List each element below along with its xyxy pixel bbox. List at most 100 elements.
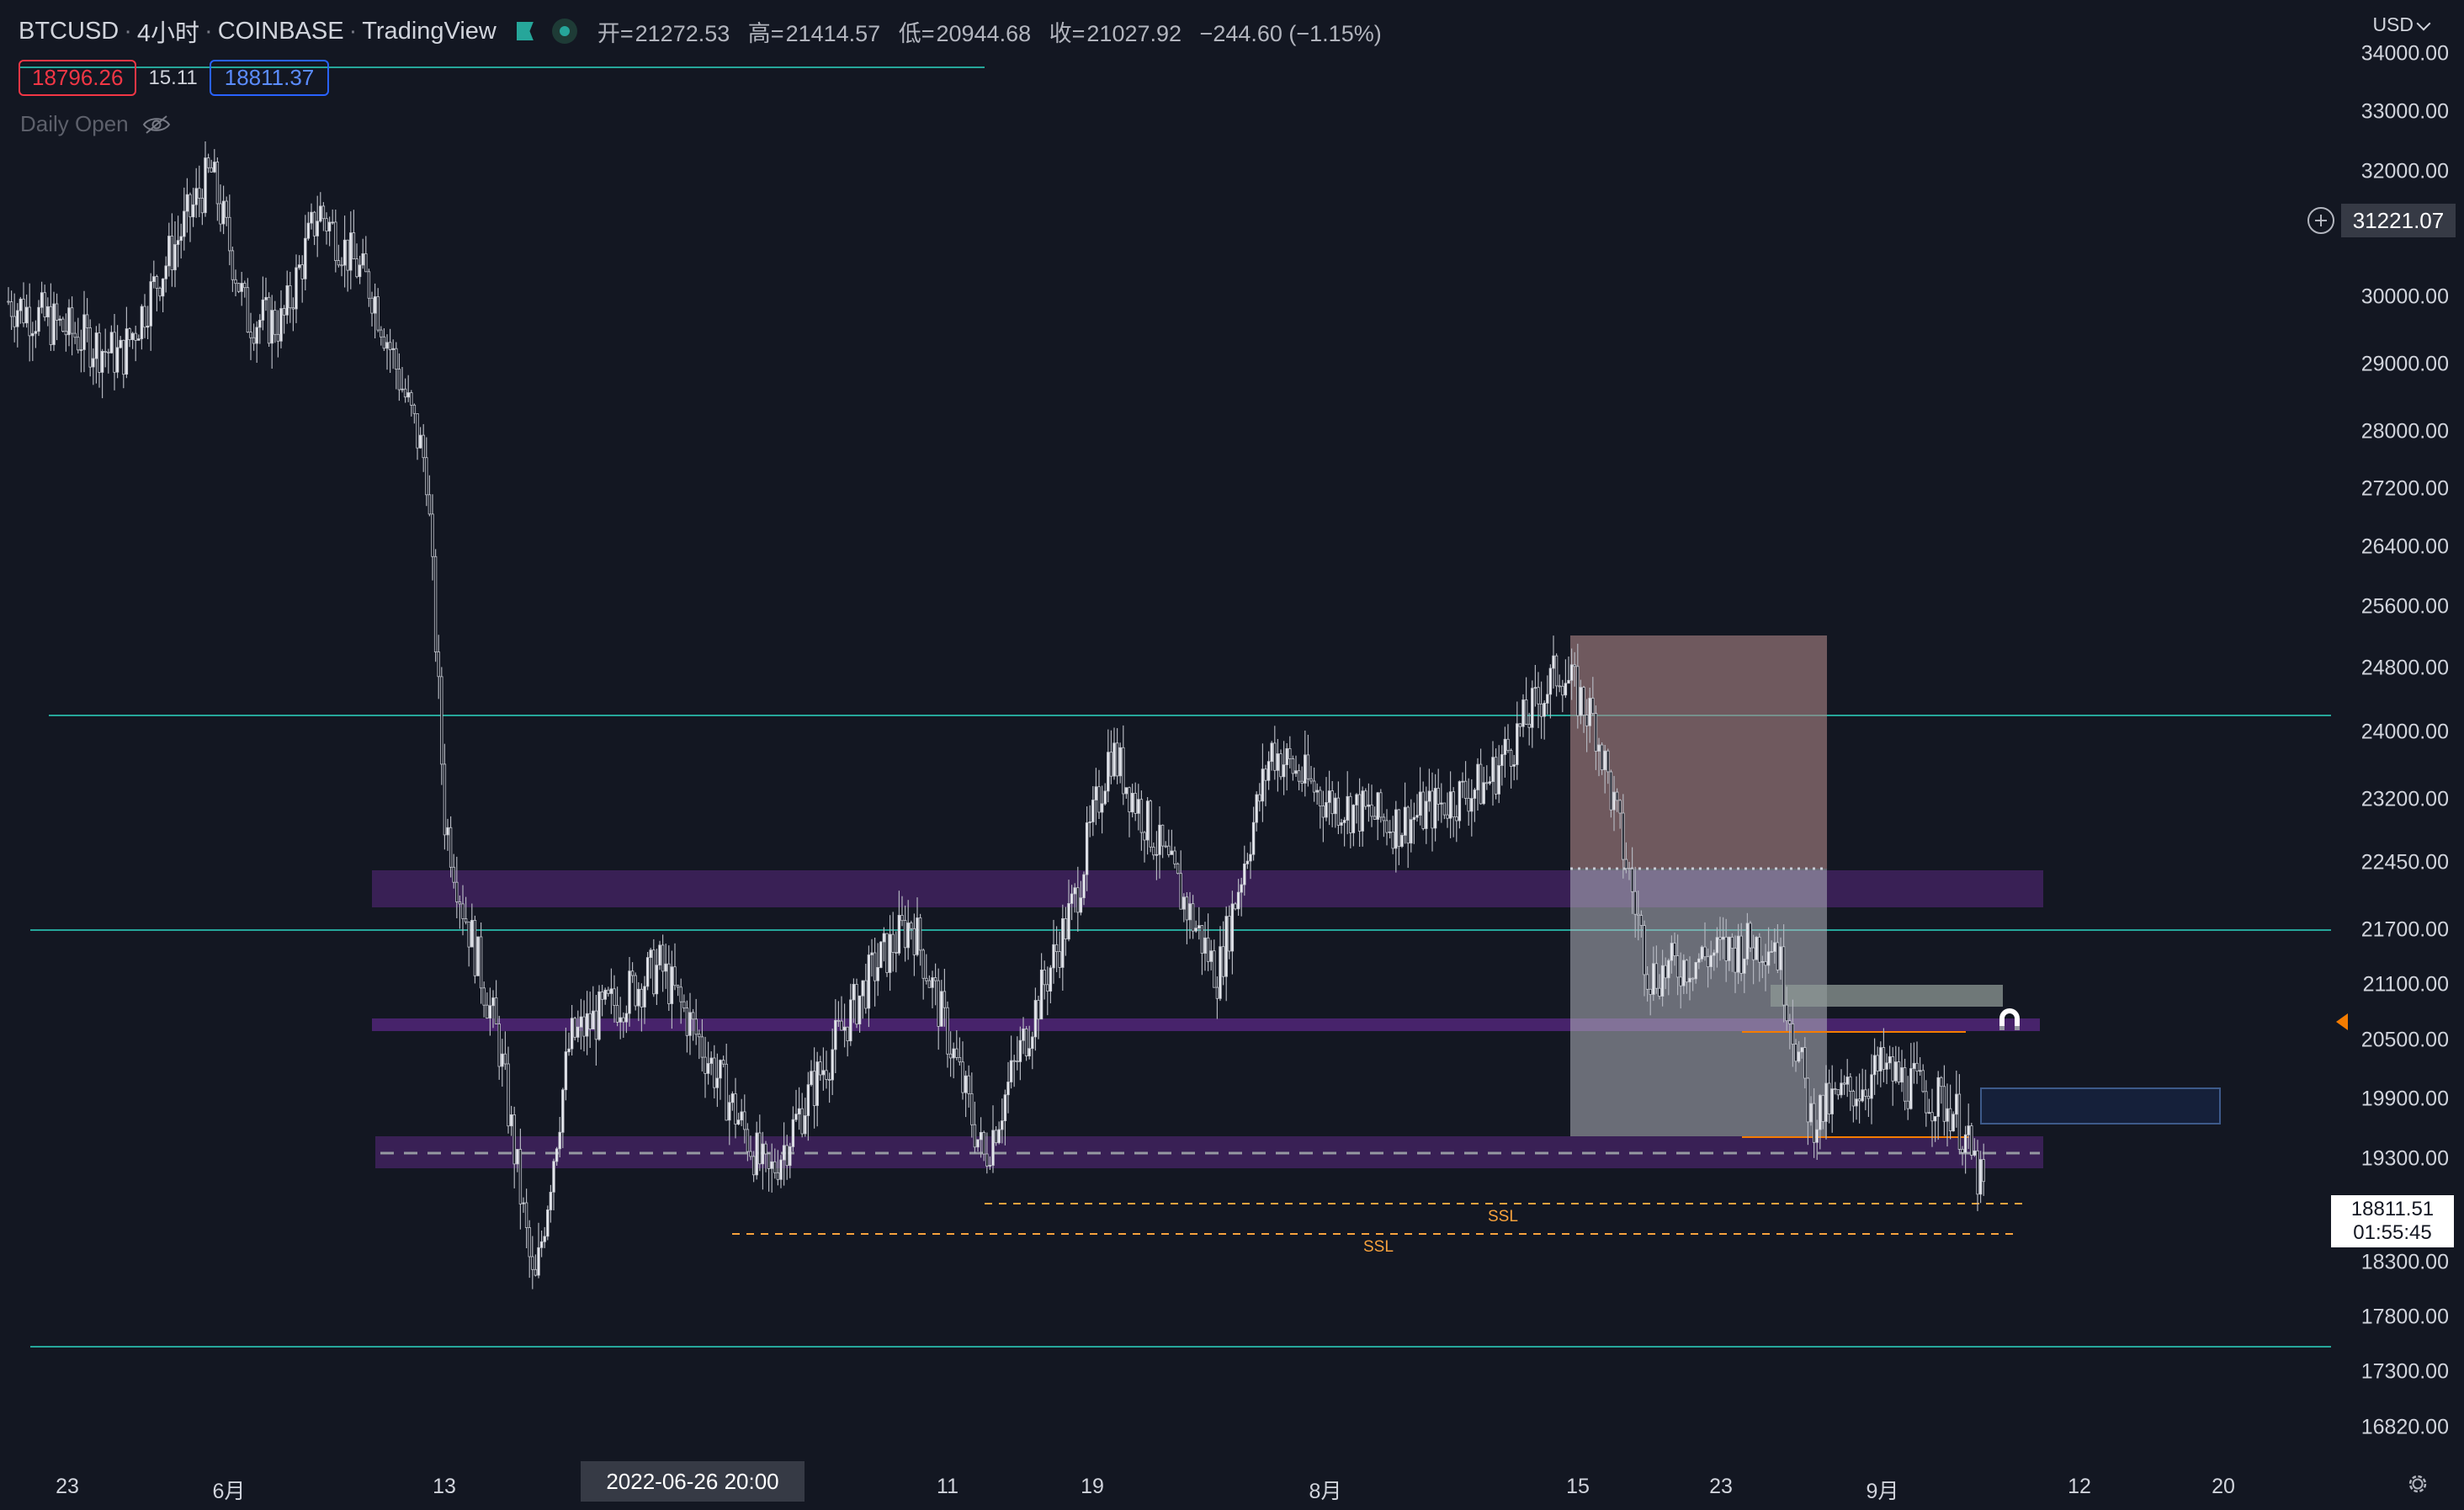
time-tick-label: 12 <box>2068 1475 2091 1498</box>
currency-selector[interactable]: USD <box>2372 13 2414 35</box>
sell-button[interactable]: 18796.26 <box>19 60 137 96</box>
candle-body <box>1673 943 1676 956</box>
price-axis[interactable]: USD 34000.00 33000.00 32000.00 30000.00 2900… <box>2331 0 2464 1510</box>
candle-body <box>1894 1061 1898 1082</box>
candle-body <box>1697 958 1701 963</box>
candle-body <box>1952 1114 1955 1132</box>
low-value: 20944.68 <box>936 20 1032 46</box>
time-axis[interactable]: 23 6月 13 11 19 8月 15 23 9月 12 20 <box>0 1463 2331 1510</box>
candle-body <box>964 1075 968 1093</box>
market-status-icon[interactable] <box>551 19 577 44</box>
candle-body <box>289 284 292 309</box>
candle-body <box>943 991 947 1008</box>
candle-body <box>246 287 250 333</box>
interval-label[interactable]: 4小时 <box>136 20 200 47</box>
alert-marker-icon[interactable] <box>2336 1013 2348 1030</box>
eye-hidden-icon[interactable] <box>142 114 171 135</box>
candle-body <box>1176 864 1180 875</box>
gray-rectangle[interactable] <box>1771 985 2003 1007</box>
candle-body <box>1300 780 1304 784</box>
candle-body <box>291 307 295 310</box>
chevron-down-icon[interactable] <box>2416 16 2431 31</box>
candle-body <box>1558 685 1561 688</box>
candle-body <box>713 1057 716 1088</box>
candle-body <box>1319 790 1322 806</box>
candle-body <box>1113 742 1116 777</box>
candle-body <box>585 1013 589 1037</box>
magnet-icon[interactable] <box>1996 1007 2023 1032</box>
last-price-value: 18811.51 <box>2350 1198 2435 1221</box>
candlestick-series[interactable] <box>7 141 1985 1289</box>
candle-body <box>597 992 601 1040</box>
add-alert-plus-icon[interactable] <box>2307 207 2334 234</box>
horizontal-levels[interactable] <box>20 66 2331 1348</box>
candle-body <box>715 1077 720 1088</box>
candle-body <box>607 989 610 994</box>
candle-body <box>1582 687 1585 715</box>
symbol-name[interactable]: BTCUSD <box>19 17 119 45</box>
flag-icon[interactable] <box>516 22 534 40</box>
candle-body <box>1312 780 1316 793</box>
candle-body <box>1872 1055 1877 1076</box>
candle-body <box>1073 887 1076 895</box>
candle-body <box>361 253 364 266</box>
candle-body <box>1667 960 1670 979</box>
ohlc-values: 开=21272.53 高=21414.57 低=20944.68 收=21027… <box>597 20 1382 46</box>
candle-body <box>155 276 159 289</box>
candle-body <box>567 1048 571 1053</box>
candle-body <box>1155 853 1159 856</box>
candle-body <box>1285 748 1288 766</box>
candle-body <box>906 922 910 949</box>
candle-body <box>1927 1112 1931 1114</box>
candle-body <box>273 310 277 335</box>
candle-body <box>1179 873 1182 910</box>
candle-body <box>1897 1061 1901 1082</box>
candle-body <box>1946 1108 1949 1122</box>
candle-body <box>770 1161 773 1169</box>
candle-body <box>1230 903 1235 952</box>
candle-body <box>1503 738 1507 755</box>
candle-body <box>64 331 68 336</box>
candle-body <box>1188 903 1192 921</box>
indicator-name: Daily Open <box>20 111 129 136</box>
last-price-label: 18811.51 01:55:45 <box>2331 1195 2454 1247</box>
candle-body <box>991 1130 995 1166</box>
candle-body <box>649 949 652 958</box>
candle-body <box>1782 946 1786 1006</box>
candle-body <box>1206 937 1210 962</box>
blue-rectangle[interactable] <box>1980 1087 2221 1125</box>
candle-body <box>1103 790 1107 805</box>
candle-body <box>94 332 98 359</box>
candle-body <box>449 827 453 868</box>
candle-body <box>497 1024 501 1067</box>
candle-body <box>573 1018 576 1038</box>
candle-body <box>679 986 682 1002</box>
candle-body <box>891 933 895 953</box>
candle-body <box>1567 679 1570 684</box>
gear-icon[interactable] <box>2405 1471 2430 1497</box>
candle-body <box>800 1108 804 1135</box>
candle-body <box>264 296 268 300</box>
candle-body <box>440 676 443 765</box>
candle-body <box>167 236 171 267</box>
candle-body <box>119 339 122 348</box>
candle-body <box>516 1149 519 1165</box>
buy-button[interactable]: 18811.37 <box>209 60 330 96</box>
candle-body <box>546 1210 550 1237</box>
candle-body <box>970 1093 974 1125</box>
candle-body <box>343 239 347 266</box>
candle-body <box>1591 698 1595 715</box>
candle-body <box>395 348 398 370</box>
candle-body <box>380 329 383 338</box>
candle-body <box>1876 1055 1879 1071</box>
short-position-tool[interactable] <box>1570 635 1827 1136</box>
price-tick-label: 30000.00 <box>2360 284 2449 309</box>
candle-body <box>373 296 377 314</box>
candle-body <box>1970 1125 1973 1156</box>
time-tick-label: 8月 <box>1309 1480 1342 1503</box>
indicator-legend[interactable]: Daily Open <box>20 111 171 137</box>
candle-body <box>61 318 65 332</box>
candle-body <box>1016 1061 1019 1062</box>
